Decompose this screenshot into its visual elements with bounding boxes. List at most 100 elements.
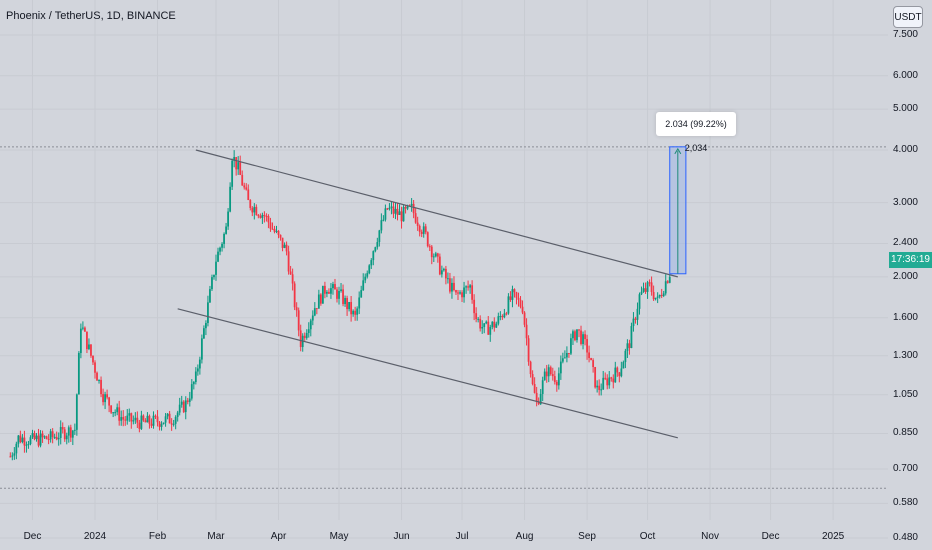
- x-tick-label: Sep: [578, 531, 596, 542]
- candle: [602, 377, 605, 390]
- candle: [158, 422, 161, 427]
- candle: [215, 261, 217, 275]
- y-tick-label: 0.850: [892, 427, 918, 439]
- candle: [622, 362, 625, 369]
- candle: [541, 380, 544, 394]
- candle: [321, 285, 324, 304]
- candle: [432, 256, 435, 258]
- candle: [561, 358, 564, 362]
- candle: [438, 256, 441, 275]
- candle: [319, 294, 322, 304]
- candle: [182, 401, 185, 413]
- candle: [420, 231, 423, 234]
- candle: [25, 444, 28, 446]
- candle: [354, 310, 357, 315]
- candle: [166, 413, 169, 417]
- candle: [11, 455, 14, 457]
- candle: [176, 412, 179, 417]
- candle: [533, 384, 536, 393]
- candle: [17, 435, 20, 444]
- candle: [644, 288, 647, 292]
- candle: [233, 157, 236, 161]
- candle: [45, 436, 48, 440]
- candle: [382, 219, 385, 221]
- candle: [184, 400, 187, 413]
- candle: [634, 318, 637, 320]
- x-tick-label: Feb: [148, 531, 167, 542]
- candle: [116, 407, 119, 413]
- candle: [451, 282, 453, 292]
- candle: [344, 298, 346, 305]
- candle: [43, 436, 46, 438]
- candle: [574, 331, 576, 341]
- candle: [584, 334, 586, 340]
- candle: [29, 437, 32, 445]
- candle: [568, 353, 570, 355]
- candle: [41, 433, 44, 438]
- candle: [608, 377, 611, 386]
- candle: [618, 372, 621, 377]
- candle: [664, 281, 667, 294]
- candle: [281, 237, 284, 248]
- candle: [392, 206, 395, 214]
- candle: [223, 233, 225, 244]
- candle: [467, 286, 469, 288]
- candle: [27, 444, 30, 446]
- candle: [110, 405, 113, 413]
- x-tick-label: May: [329, 531, 349, 542]
- candle: [9, 456, 12, 458]
- candle: [376, 242, 379, 248]
- candle: [257, 215, 260, 217]
- candle: [477, 318, 480, 320]
- candle: [372, 251, 375, 261]
- candle: [378, 230, 381, 243]
- candle: [400, 211, 403, 222]
- candle: [447, 278, 449, 280]
- candle: [626, 343, 629, 351]
- candle: [227, 211, 229, 227]
- candle: [243, 185, 246, 188]
- candle: [37, 435, 40, 446]
- candle: [465, 286, 467, 288]
- candle: [142, 415, 145, 421]
- candle: [79, 328, 82, 354]
- x-tick-label: Jul: [455, 531, 469, 542]
- candle: [334, 284, 336, 290]
- candle: [660, 294, 663, 297]
- candle: [259, 215, 262, 218]
- candle: [198, 359, 201, 369]
- candle: [453, 282, 455, 291]
- candle: [394, 208, 397, 214]
- candle: [549, 367, 552, 375]
- candle: [430, 246, 433, 258]
- candle: [118, 407, 121, 421]
- candle: [332, 284, 334, 289]
- candle: [640, 291, 643, 295]
- candle: [108, 397, 111, 406]
- candle: [404, 207, 407, 209]
- y-tick-label: 0.580: [892, 497, 918, 509]
- y-tick-label: 1.600: [892, 311, 918, 323]
- currency-badge[interactable]: USDT: [893, 6, 923, 28]
- candle: [519, 299, 522, 307]
- y-tick-label: 5.000: [892, 103, 918, 115]
- candle: [217, 251, 219, 262]
- candle: [15, 443, 18, 454]
- candle: [632, 318, 635, 327]
- candle: [164, 416, 167, 423]
- candle: [225, 226, 227, 234]
- y-tick-label: 2.000: [892, 270, 918, 282]
- candle: [235, 157, 238, 170]
- candle: [414, 213, 417, 223]
- candle: [398, 211, 401, 215]
- candle: [503, 313, 506, 318]
- candle: [174, 416, 177, 424]
- candle: [144, 420, 147, 423]
- candle: [211, 277, 213, 290]
- candle: [658, 294, 661, 297]
- candle: [61, 427, 64, 430]
- candle: [463, 287, 465, 298]
- candle: [666, 281, 669, 283]
- candle: [84, 327, 86, 332]
